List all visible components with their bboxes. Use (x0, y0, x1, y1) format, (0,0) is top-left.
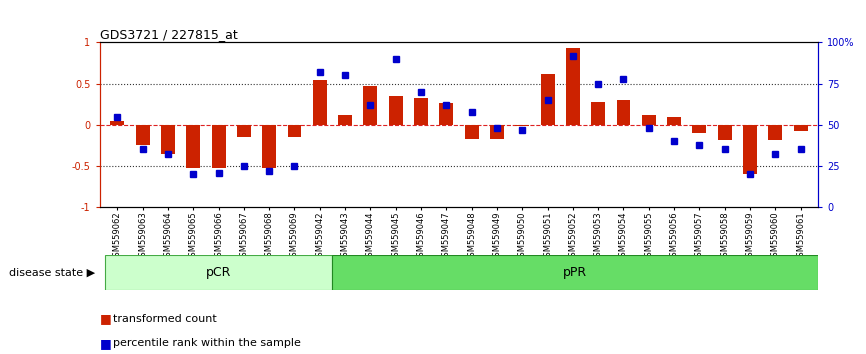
Bar (565, 48, 580, 125)
Bar (338, 115, 352, 125)
Bar (465, 125, 479, 139)
Bar (262, 125, 276, 169)
Text: pPR: pPR (564, 266, 587, 279)
Bar (718, 125, 732, 139)
Bar (110, 121, 124, 125)
Bar (414, 98, 428, 125)
Bar (642, 115, 656, 125)
Bar (591, 102, 605, 125)
Text: pCR: pCR (206, 266, 231, 279)
Bar (768, 125, 782, 139)
Bar (540, 74, 554, 125)
Bar (288, 125, 301, 137)
Bar (237, 125, 251, 137)
Text: ■: ■ (100, 312, 112, 325)
Bar (364, 86, 378, 125)
Text: GDS3721 / 227815_at: GDS3721 / 227815_at (100, 28, 237, 41)
Text: disease state ▶: disease state ▶ (10, 268, 95, 278)
Bar (105, 255, 333, 290)
Bar (333, 255, 818, 290)
Bar (617, 100, 630, 125)
Bar (439, 103, 453, 125)
Bar (743, 125, 757, 174)
Text: percentile rank within the sample: percentile rank within the sample (113, 338, 301, 348)
Bar (794, 125, 808, 131)
Bar (313, 80, 326, 125)
Bar (389, 96, 403, 125)
Bar (515, 125, 529, 126)
Bar (693, 125, 707, 133)
Bar (211, 125, 225, 167)
Text: ■: ■ (100, 337, 112, 350)
Bar (490, 125, 504, 139)
Bar (667, 116, 681, 125)
Bar (136, 125, 150, 145)
Bar (186, 125, 200, 169)
Text: transformed count: transformed count (113, 314, 216, 324)
Bar (161, 125, 175, 154)
